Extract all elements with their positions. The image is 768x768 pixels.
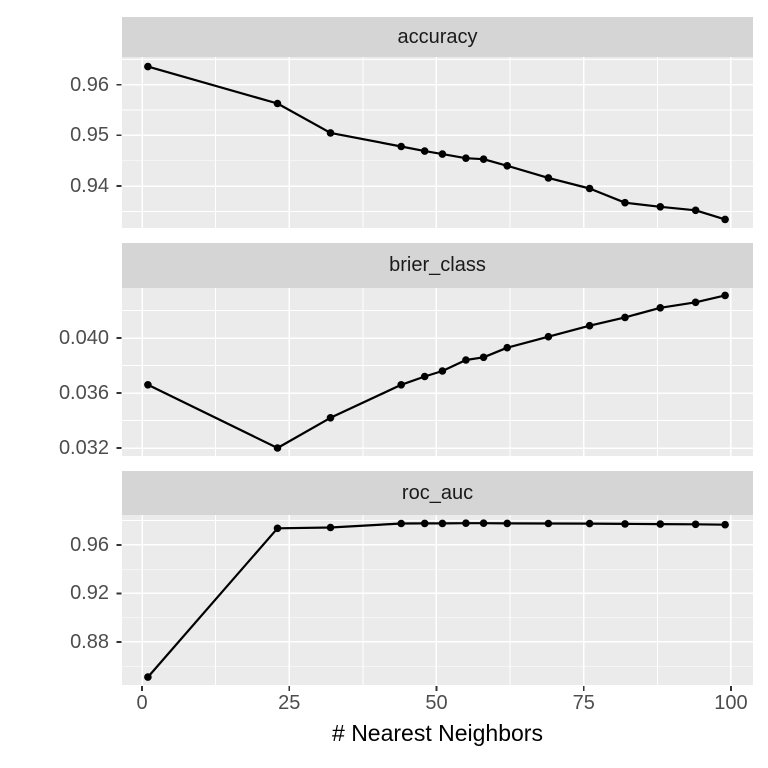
data-point	[656, 304, 665, 312]
data-point	[326, 523, 335, 532]
data-point	[462, 356, 470, 364]
data-point	[144, 673, 152, 681]
data-point	[273, 524, 282, 533]
data-point	[479, 155, 488, 163]
data-point	[462, 154, 470, 162]
data-point	[438, 367, 447, 375]
data-point	[621, 520, 629, 528]
y-tick-label: 0.95	[70, 124, 109, 147]
data-point	[462, 519, 470, 527]
data-point	[420, 147, 429, 155]
data-point	[585, 321, 594, 330]
data-point	[479, 353, 488, 362]
data-point	[544, 174, 553, 182]
data-point	[273, 99, 282, 108]
data-point	[503, 519, 512, 528]
data-point	[544, 519, 553, 528]
data-point	[503, 162, 512, 170]
data-point	[420, 519, 429, 528]
y-tick-label: 0.040	[58, 327, 109, 350]
data-point	[397, 142, 406, 151]
panel-background-accuracy	[122, 57, 753, 228]
x-axis-title: # Nearest Neighbors	[332, 720, 543, 746]
data-point	[544, 332, 553, 341]
data-point	[503, 343, 512, 352]
y-tick-label: 0.92	[70, 582, 109, 605]
data-point	[144, 381, 152, 389]
data-point	[656, 203, 665, 211]
facet-strip-label: accuracy	[397, 25, 478, 48]
y-tick-label: 0.032	[58, 437, 109, 460]
data-point	[479, 519, 488, 527]
y-tick-label: 0.96	[70, 533, 109, 556]
data-point	[621, 198, 629, 207]
y-tick-label: 0.036	[58, 382, 109, 405]
y-tick-label: 0.88	[70, 630, 109, 653]
facet-strip-accuracy: accuracy	[122, 17, 753, 57]
data-point	[691, 520, 700, 529]
facet-strip-brier-class: brier_class	[122, 243, 753, 288]
data-point	[721, 291, 729, 300]
x-tick-label: 25	[278, 692, 301, 714]
data-point	[420, 372, 429, 381]
data-point	[397, 519, 406, 528]
data-point	[438, 519, 447, 528]
data-point	[691, 298, 700, 307]
data-point	[721, 520, 729, 529]
x-tick-label: 100	[714, 692, 748, 714]
facet-strip-label: roc_auc	[401, 481, 474, 504]
data-point	[691, 206, 700, 215]
data-point	[326, 414, 335, 422]
data-point	[438, 150, 447, 158]
data-point	[621, 313, 629, 322]
data-point	[273, 444, 282, 452]
x-tick-label: 75	[572, 692, 595, 714]
data-point	[721, 215, 729, 224]
y-tick-label: 0.96	[70, 73, 109, 96]
x-tick-label: 50	[425, 692, 448, 714]
data-point	[397, 381, 406, 389]
data-point	[656, 520, 665, 528]
facet-strip-label: brier_class	[389, 254, 486, 276]
data-point	[585, 184, 594, 193]
y-tick-label: 0.94	[70, 175, 109, 197]
data-point	[585, 519, 594, 528]
facet-strip-roc-auc: roc_auc	[122, 471, 753, 515]
x-tick-label: 0	[136, 692, 148, 714]
panel-background-roc_auc	[122, 515, 753, 685]
data-point	[144, 62, 152, 71]
data-point	[326, 129, 335, 137]
